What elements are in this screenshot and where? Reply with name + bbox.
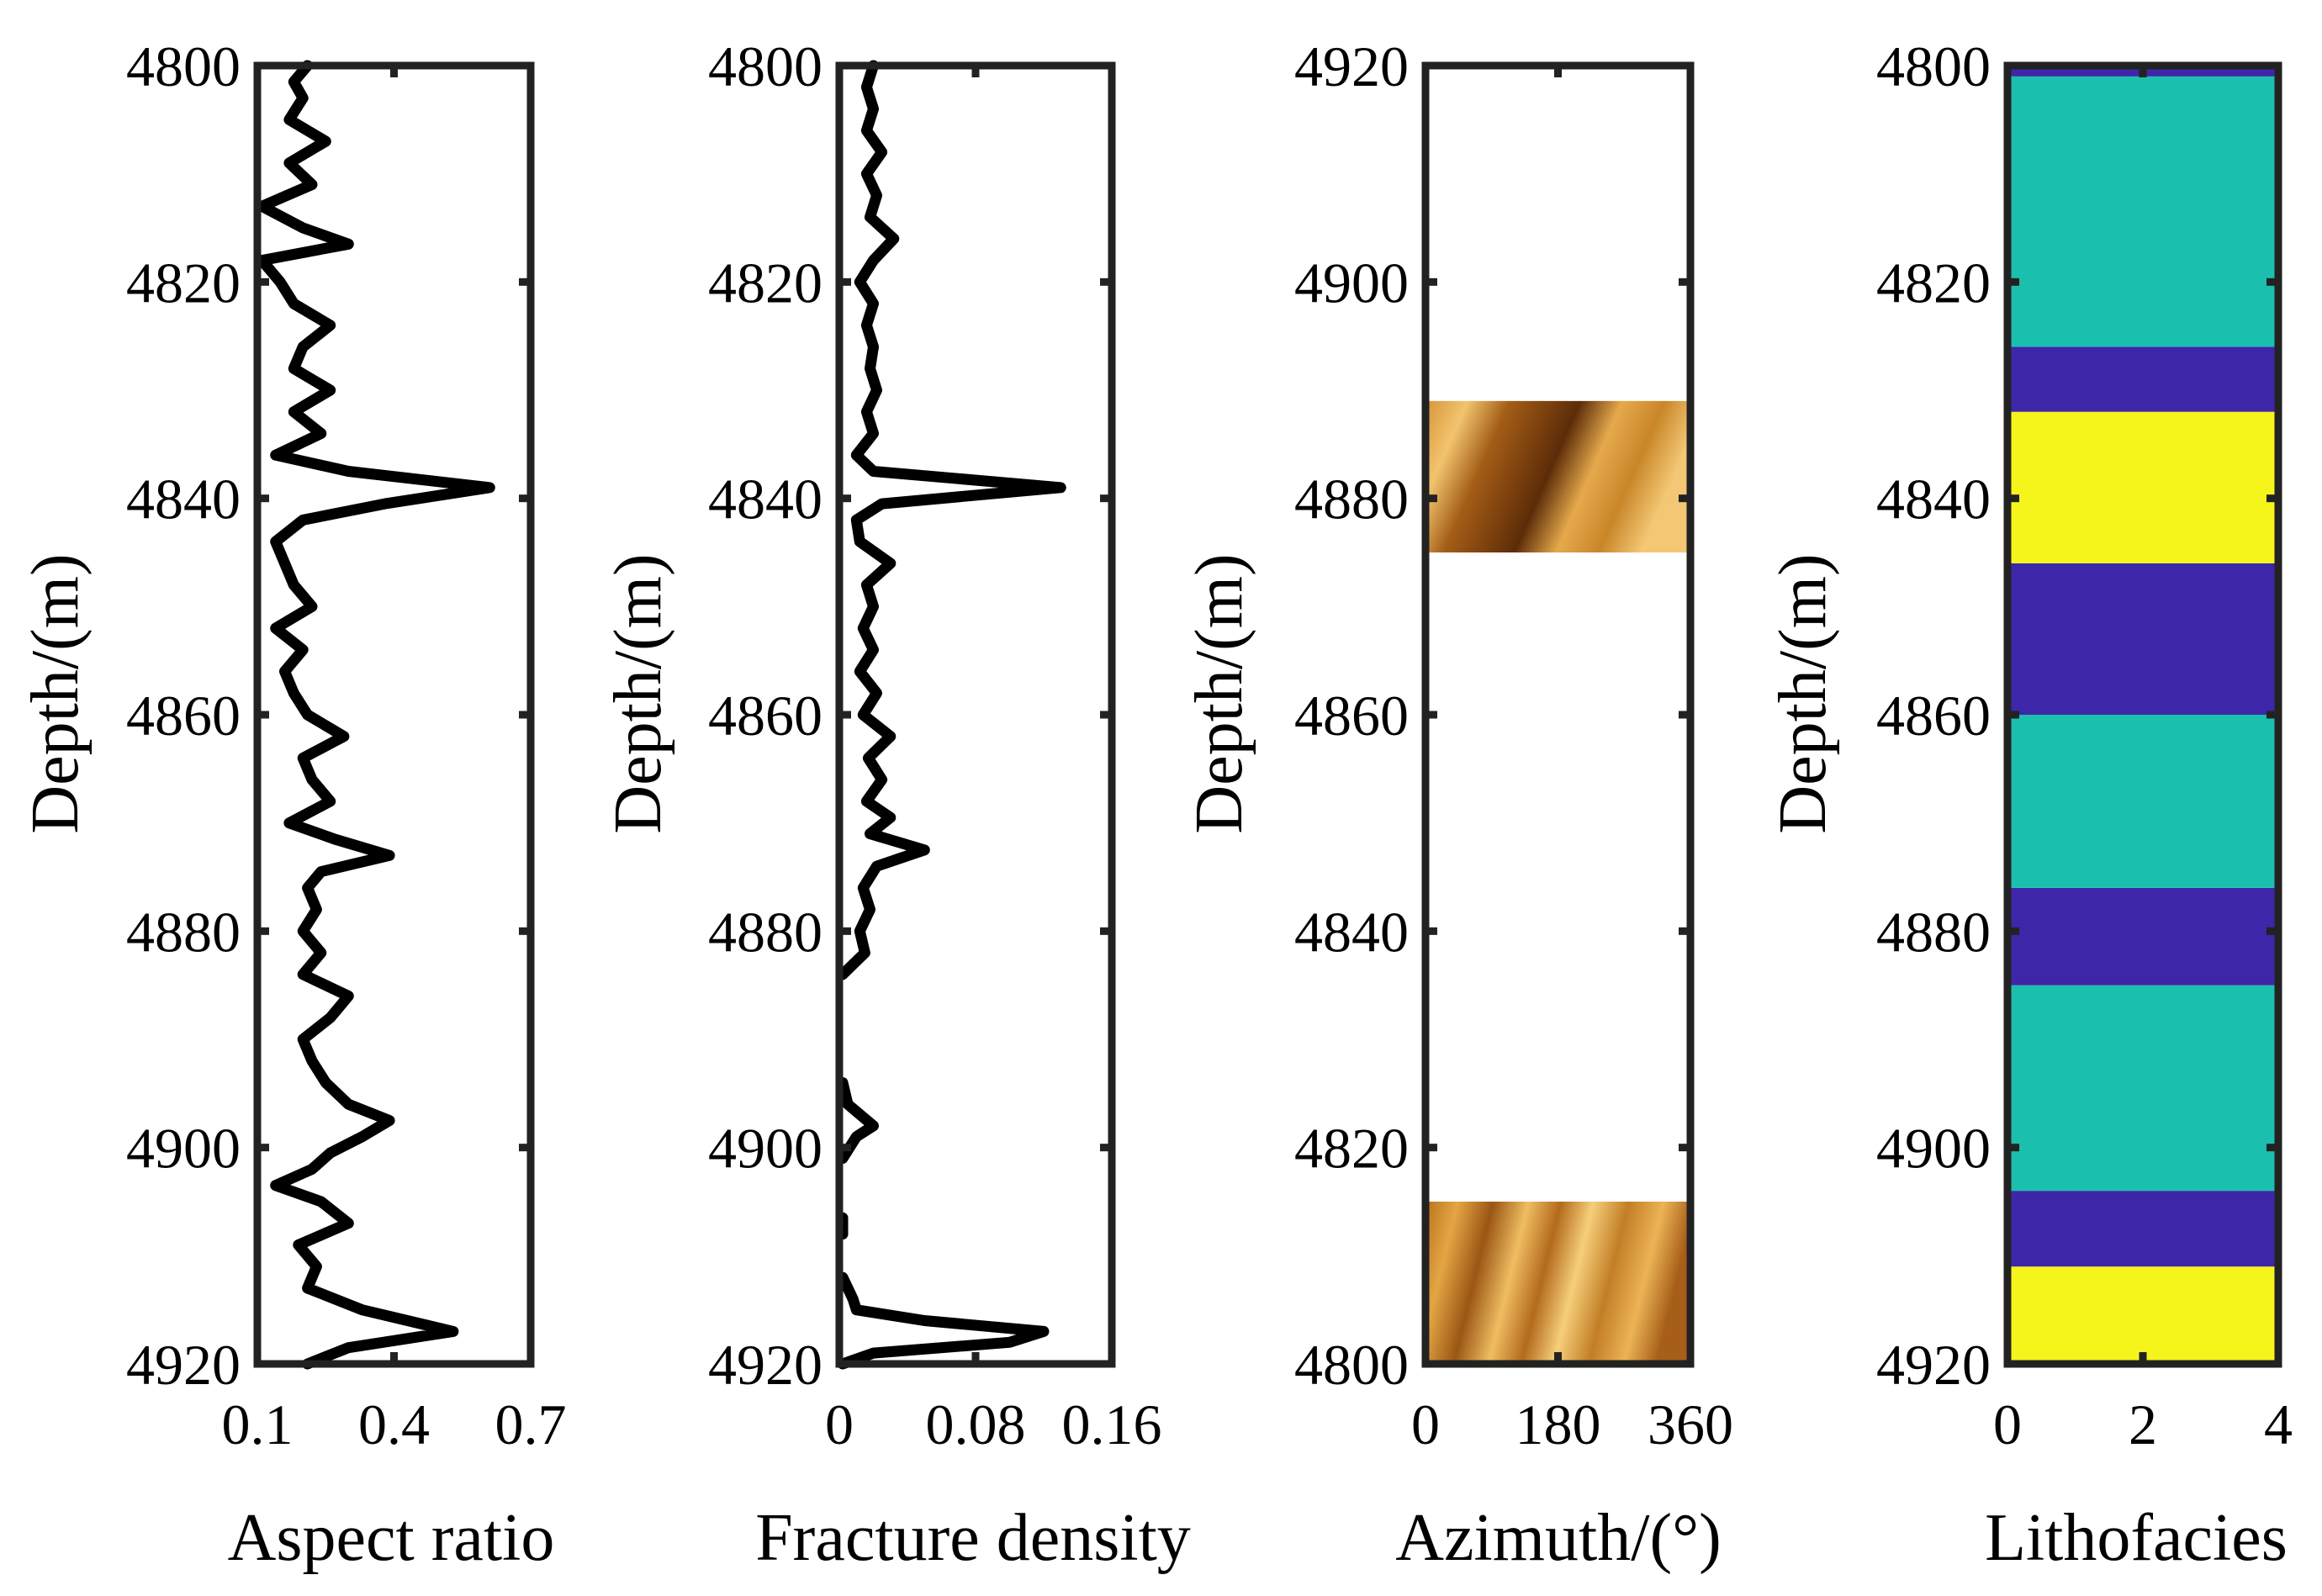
- y-tick-label: 4860: [126, 684, 241, 748]
- y-tick-label: 4800: [126, 34, 241, 98]
- x-tick-label: 0.16: [1062, 1393, 1162, 1456]
- y-tick-label: 4900: [1294, 251, 1409, 314]
- axes-frame: [253, 61, 535, 1368]
- y-axis-title-panel-3: Depth/(m): [1182, 553, 1256, 833]
- y-tick-label: 4880: [1294, 468, 1409, 531]
- y-axis-title-panel-2: Depth/(m): [601, 553, 675, 833]
- x-tick-label: 0.4: [358, 1393, 430, 1456]
- x-tick-label: 180: [1515, 1393, 1601, 1456]
- image-log-texture: [1425, 1202, 1690, 1364]
- y-tick-label: 4820: [126, 251, 241, 314]
- x-tick-label: 360: [1648, 1393, 1733, 1456]
- y-tick-label: 4920: [708, 1333, 822, 1397]
- x-tick-label: 4: [2264, 1393, 2293, 1456]
- y-tick-label: 4820: [708, 251, 822, 314]
- image-log-strip-2: [1425, 400, 1782, 552]
- y-tick-label: 4880: [1876, 900, 1991, 964]
- x-tick-label: 0: [1411, 1393, 1440, 1456]
- y-tick-label: 4900: [126, 1117, 241, 1181]
- y-tick-label: 4800: [1876, 34, 1991, 98]
- y-tick-label: 4840: [126, 468, 241, 531]
- y-tick-label: 4860: [708, 684, 822, 748]
- lithofacies-band-4: [2007, 887, 2278, 986]
- axes-frame: [1421, 61, 1695, 1368]
- x-tick-label: 2: [2129, 1393, 2157, 1456]
- y-tick-label: 4840: [1294, 900, 1409, 964]
- curve-fracture-density-seg-1: [837, 1271, 1050, 1370]
- image-streak: [1708, 1202, 1759, 1364]
- curve-fracture-density-seg-4: [837, 60, 1066, 980]
- y-tick-label: 4820: [1876, 251, 1991, 314]
- x-tick-label: 0: [1993, 1393, 2022, 1456]
- lithofacies-band-9: [2007, 76, 2278, 347]
- y-tick-label: 4800: [708, 34, 822, 98]
- y-tick-label: 4860: [1876, 684, 1991, 748]
- y-tick-label: 4800: [1294, 1333, 1409, 1397]
- y-axis-title-panel-1: Depth/(m): [19, 553, 93, 833]
- axis-title-aspect-ratio: Aspect ratio: [228, 1501, 555, 1575]
- y-tick-label: 4880: [126, 900, 241, 964]
- image-log-strip-1: [1425, 1202, 1782, 1364]
- y-tick-label: 4920: [1294, 34, 1409, 98]
- lithofacies-band-7: [2007, 411, 2278, 563]
- x-tick-label: 0: [825, 1393, 854, 1456]
- y-tick-label: 4920: [126, 1333, 241, 1397]
- axis-title-lithofacies: Lithofacies: [1985, 1501, 2288, 1575]
- image-streak: [1732, 401, 1782, 552]
- curve-aspect-ratio-seg-1: [256, 60, 495, 1370]
- x-tick-label: 0.7: [495, 1393, 567, 1456]
- y-tick-label: 4900: [1876, 1117, 1991, 1181]
- image-streak: [1708, 401, 1759, 552]
- image-streak: [1732, 1202, 1782, 1364]
- y-axis-title-panel-4: Depth/(m): [1766, 553, 1840, 833]
- lithofacies-band-1: [2007, 1266, 2278, 1364]
- x-tick-label: 0.08: [926, 1393, 1026, 1456]
- y-tick-label: 4920: [1876, 1333, 1991, 1397]
- y-tick-label: 4840: [1876, 468, 1991, 531]
- lithofacies-band-3: [2007, 985, 2278, 1192]
- lithofacies-band-6: [2007, 563, 2278, 715]
- y-tick-label: 4900: [708, 1117, 822, 1181]
- lithofacies-band-2: [2007, 1191, 2278, 1267]
- axis-title-azimuth: Azimuth/(°): [1395, 1501, 1721, 1575]
- axis-title-fracture-density: Fracture density: [755, 1501, 1191, 1575]
- lithofacies-band-5: [2007, 715, 2278, 888]
- x-tick-label: 0.1: [222, 1393, 294, 1456]
- curve-fracture-density-seg-3: [837, 1077, 879, 1164]
- y-tick-label: 4880: [708, 900, 822, 964]
- image-log-texture: [1425, 400, 1690, 552]
- y-tick-label: 4860: [1294, 684, 1409, 748]
- y-tick-label: 4840: [708, 468, 822, 531]
- y-tick-label: 4820: [1294, 1117, 1409, 1181]
- lithofacies-band-8: [2007, 346, 2278, 412]
